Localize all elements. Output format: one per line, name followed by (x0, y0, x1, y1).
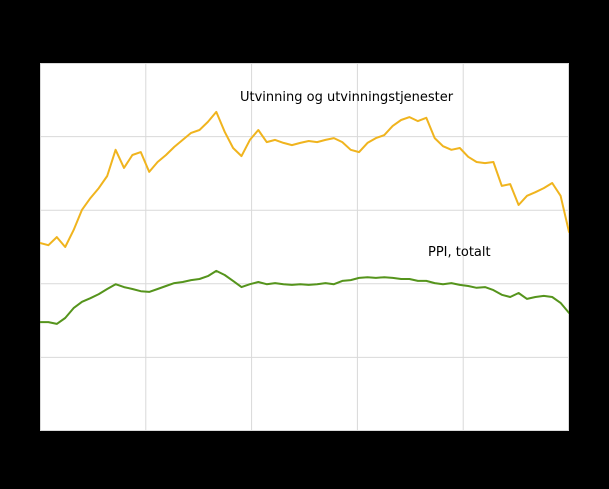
series-yellow-line (40, 110, 569, 248)
series-label-utvinning: Utvinning og utvinningstjenester (240, 90, 454, 105)
series-label-ppi-totalt: PPI, totalt (428, 245, 491, 260)
chart-canvas (40, 63, 569, 431)
plot-area: Utvinning og utvinningstjenester PPI, to… (40, 63, 569, 431)
series-green-line (40, 269, 569, 325)
